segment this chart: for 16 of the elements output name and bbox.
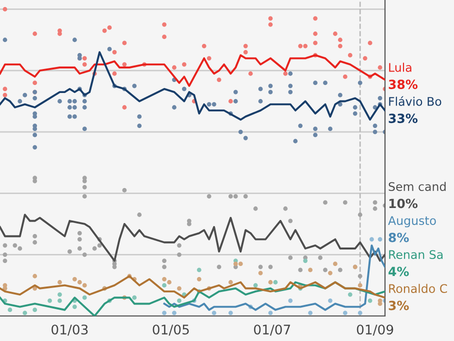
- text: Renan Sa: [389, 250, 443, 260]
- text: 33%: [388, 114, 418, 124]
- x-tick-label: 01/07: [254, 324, 290, 336]
- text: 38%: [388, 80, 418, 90]
- x-tick-label: 01/03: [52, 324, 88, 336]
- text: 10%: [389, 198, 418, 208]
- x-tick-label: 01/05: [152, 324, 189, 336]
- x-tick-label: 01/09: [356, 324, 394, 336]
- series-label: Ronaldo C: [389, 284, 447, 294]
- text: 8%: [388, 232, 409, 242]
- text: Sem cand: [388, 182, 446, 192]
- text: 3%: [388, 300, 409, 310]
- series-label: Augusto: [388, 216, 436, 228]
- series-label: Flávio Bo: [389, 96, 442, 106]
- text: 4%: [388, 266, 409, 276]
- series-label: Lula: [389, 62, 412, 72]
